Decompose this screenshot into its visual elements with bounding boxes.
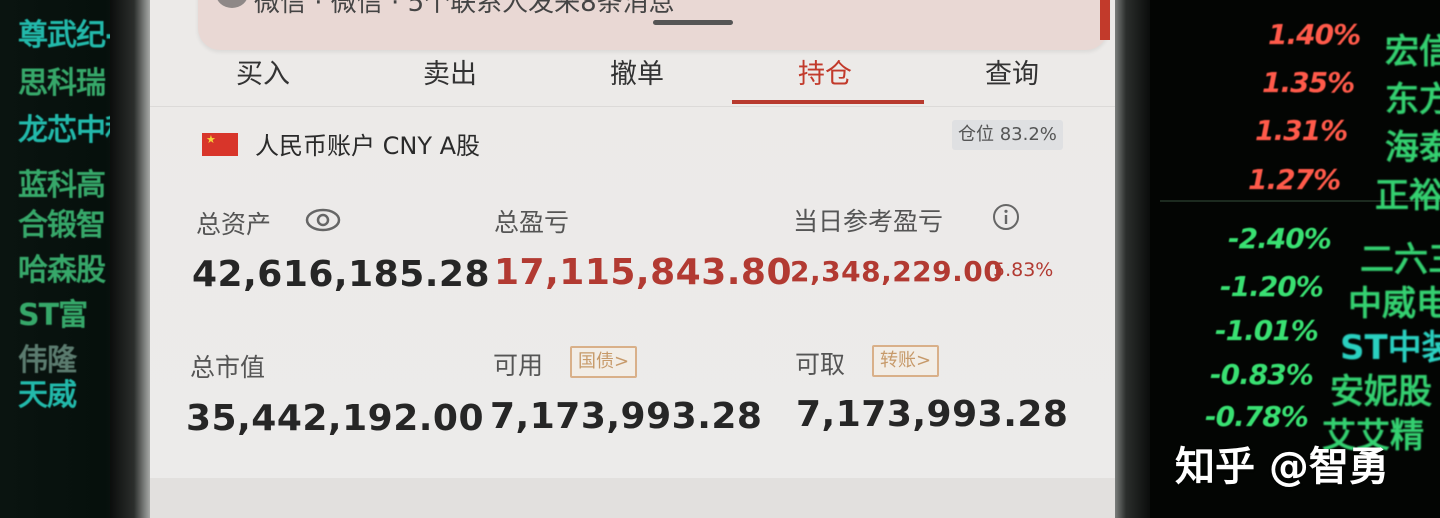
next-section-divider — [150, 478, 1115, 518]
monitor-bezel-left — [110, 0, 150, 518]
tab-buy[interactable]: 买入 — [236, 59, 290, 90]
ticker-name: 蓝科高 — [18, 168, 106, 203]
monitor-bezel-right — [1110, 0, 1150, 518]
available-value: 7,173,993.28 — [490, 396, 763, 437]
ticker-name: 正裕 — [1375, 176, 1440, 216]
grid-line — [1160, 200, 1440, 202]
trade-tabs: 买入 卖出 撤单 持仓 查询 — [150, 42, 1115, 108]
change-percent: -0.78% — [1205, 400, 1309, 433]
ticker-name: 东方 — [1385, 80, 1440, 120]
ticker-name: 宏信 — [1385, 32, 1440, 72]
change-percent: 1.40% — [1268, 18, 1361, 51]
change-percent: 1.35% — [1262, 66, 1355, 99]
market-value-label: 总市值 — [190, 353, 266, 382]
daily-pnl-label: 当日参考盈亏 — [793, 207, 944, 236]
divider — [150, 106, 1115, 107]
ticker-name: 安妮股 — [1330, 372, 1432, 412]
zhihu-watermark: 知乎 @智勇 — [1175, 444, 1389, 490]
ticker-name: ST富 — [18, 298, 88, 333]
change-percent: -2.40% — [1228, 222, 1332, 255]
daily-pnl-percent: 5.83% — [993, 259, 1054, 281]
ticker-name: 天威 — [18, 378, 77, 413]
treasury-bond-button[interactable]: 国债> — [570, 346, 638, 378]
ticker-name: 中威电 — [1348, 284, 1440, 324]
ticker-name: 艾艾精 — [1322, 416, 1424, 456]
wechat-icon — [216, 0, 248, 8]
drag-handle[interactable] — [653, 20, 733, 25]
right-stock-monitor — [1140, 0, 1440, 518]
china-flag-icon: ★ — [202, 133, 238, 156]
eye-icon[interactable] — [305, 206, 341, 234]
tab-cancel[interactable]: 撤单 — [610, 59, 664, 90]
notification-text: 微信 · 微信 · 5个联系人发来8条消息 — [254, 0, 675, 18]
ticker-name: 哈森股 — [18, 253, 106, 288]
withdrawable-value: 7,173,993.28 — [796, 394, 1069, 435]
decorative-stripe — [1100, 0, 1110, 40]
daily-pnl-value: 2,348,229.00 — [790, 255, 1004, 288]
change-percent: -1.01% — [1215, 314, 1319, 347]
total-assets-value: 42,616,185.28 — [192, 254, 491, 295]
total-pnl-value: 17,115,843.80 — [494, 252, 793, 293]
change-percent: -1.20% — [1220, 270, 1324, 303]
total-assets-label: 总资产 — [196, 210, 272, 239]
ticker-name: 思科瑞 — [18, 66, 106, 101]
ticker-name: 二六三 — [1360, 240, 1440, 280]
change-percent: -0.83% — [1210, 358, 1314, 391]
active-tab-indicator — [732, 100, 924, 104]
account-name[interactable]: 人民币账户 CNY A股 — [255, 132, 481, 160]
total-pnl-label: 总盈亏 — [494, 208, 570, 237]
ticker-name: 伟隆 — [18, 343, 77, 378]
tab-positions[interactable]: 持仓 — [798, 59, 852, 90]
tab-sell[interactable]: 卖出 — [423, 59, 477, 90]
change-percent: 1.31% — [1255, 114, 1348, 147]
ticker-name: ST中装 — [1340, 328, 1440, 368]
available-label: 可用 — [493, 351, 544, 380]
market-value-value: 35,442,192.00 — [186, 398, 485, 439]
change-percent: 1.27% — [1248, 163, 1341, 196]
ticker-name: 海泰 — [1385, 128, 1440, 168]
position-ratio-badge: 仓位 83.2% — [952, 120, 1063, 150]
info-icon[interactable] — [992, 203, 1020, 231]
withdrawable-label: 可取 — [795, 350, 846, 379]
tab-query[interactable]: 查询 — [985, 59, 1039, 90]
transfer-button[interactable]: 转账> — [872, 345, 940, 377]
ticker-name: 合锻智 — [18, 208, 106, 243]
phone-screen: 微信 · 微信 · 5个联系人发来8条消息 买入 卖出 撤单 持仓 查询 ★ 人… — [150, 0, 1115, 518]
notification-banner[interactable]: 微信 · 微信 · 5个联系人发来8条消息 — [198, 0, 1108, 50]
